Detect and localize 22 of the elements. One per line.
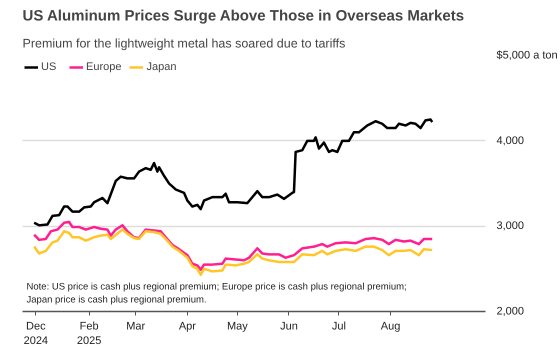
x-tick-label: Dec 2024	[24, 320, 48, 347]
chart-title: US Aluminum Prices Surge Above Those in Overseas Markets	[22, 8, 464, 24]
y-tick-label: 4,000	[496, 134, 524, 147]
y-tick-label: 2,000	[496, 306, 524, 318]
legend-label: US	[41, 61, 58, 73]
annotation: Japan price is cash plus regional premium.	[26, 294, 207, 306]
chart-subtitle: Premium for the lightweight metal has soared due to tariffs	[22, 36, 346, 50]
line-series	[32, 228, 434, 276]
x-tick-label: Apr	[178, 320, 196, 332]
x-tick-label: May	[226, 320, 248, 332]
x-tick-label: Aug	[380, 320, 400, 332]
x-tick-label: Feb 2025	[76, 320, 102, 347]
y-tick-label: 3,000	[496, 220, 524, 232]
line-series	[32, 220, 434, 271]
legend-label: Japan	[146, 61, 176, 73]
x-tick-label: Jun	[280, 320, 298, 332]
x-tick-label: Jul	[332, 320, 346, 332]
legend-label: Europe	[86, 61, 122, 73]
annotation: Note: US price is cash plus regional premium; Europe price is cash plus regional premium;	[26, 282, 407, 292]
y-tick-label: $5,000 a ton	[496, 50, 558, 62]
line-series	[32, 118, 434, 227]
x-tick-label: Mar	[126, 320, 146, 332]
